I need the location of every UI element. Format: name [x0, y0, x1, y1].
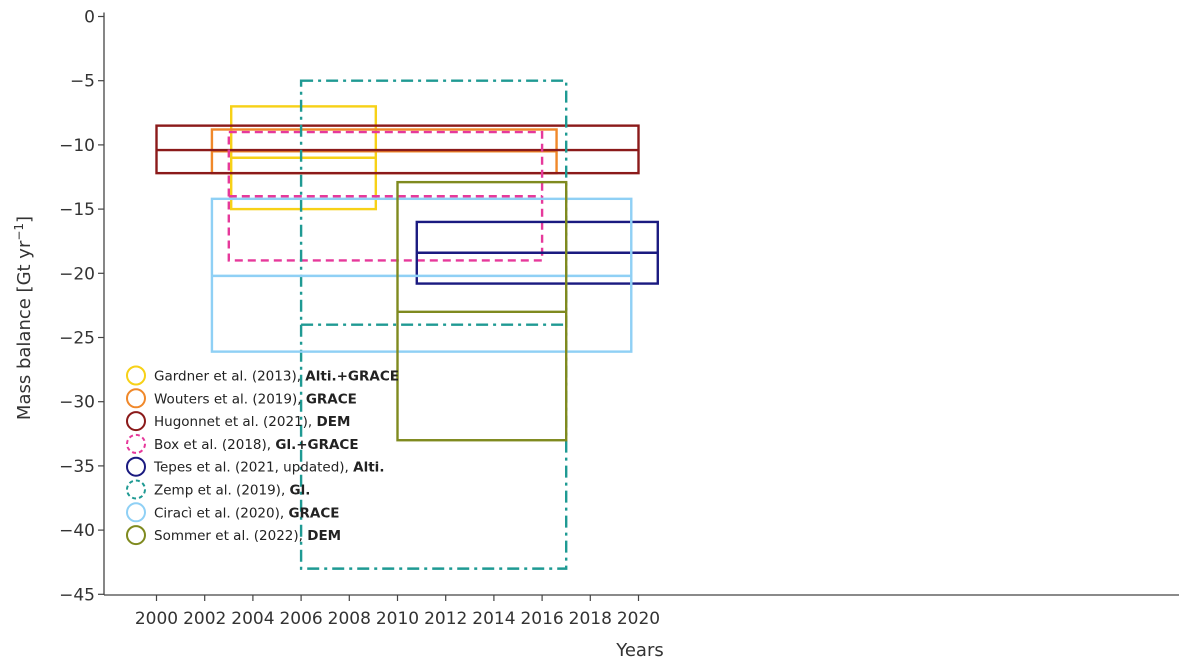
y-axis-title-main: Mass balance [Gt yr — [14, 240, 35, 420]
legend-label: Box et al. (2018), Gl.+GRACE — [154, 437, 359, 453]
legend-marker — [126, 525, 146, 546]
axes: 0 −5 −10 −15 −20 −25 −30 −35 −40 −45 2000 2002 2004… — [12, 8, 1179, 661]
x-tick-label: 2006 — [279, 609, 322, 629]
legend-marker — [126, 479, 146, 500]
legend: Gardner et al. (2013), Alti.+GRACE Wouter… — [126, 365, 399, 546]
y-tick-label: −10 — [59, 136, 95, 156]
series-box-7 — [210, 197, 633, 353]
legend-source: Sommer et al. (2022), — [154, 528, 307, 544]
x-tick-label: 2002 — [183, 609, 226, 629]
legend-label: Wouters et al. (2019), GRACE — [154, 391, 357, 407]
legend-source: Zemp et al. (2019), — [154, 483, 290, 499]
y-tick-label: −40 — [59, 521, 95, 541]
legend-entry: Gardner et al. (2013), Alti.+GRACE — [126, 365, 399, 386]
x-axis-title: Years — [615, 640, 664, 661]
legend-method: DEM — [307, 528, 341, 544]
x-tick-label: 2018 — [569, 609, 612, 629]
legend-method: DEM — [317, 414, 351, 430]
legend-method: Gl. — [290, 483, 311, 499]
series-box-8 — [396, 180, 568, 442]
legend-source: Hugonnet et al. (2021), — [154, 414, 317, 430]
legend-entry: Zemp et al. (2019), Gl. — [126, 479, 310, 500]
y-tick-label: −5 — [70, 72, 95, 92]
series-box-3 — [155, 124, 640, 175]
y-tick-label: −30 — [59, 393, 95, 413]
y-tick-label: −35 — [59, 457, 95, 477]
legend-label: Zemp et al. (2019), Gl. — [154, 483, 310, 499]
legend-entry: Hugonnet et al. (2021), DEM — [126, 411, 350, 432]
legend-marker — [126, 502, 146, 523]
series-box-2 — [210, 128, 558, 175]
legend-method: Gl.+GRACE — [275, 437, 358, 453]
legend-source: Ciracì et al. (2020), — [154, 505, 288, 521]
legend-marker — [126, 411, 146, 432]
legend-marker — [126, 388, 146, 409]
x-tick-label: 2008 — [328, 609, 371, 629]
x-tick-label: 2010 — [376, 609, 419, 629]
legend-label: Ciracì et al. (2020), GRACE — [154, 505, 340, 521]
legend-method: Alti.+GRACE — [305, 369, 399, 385]
y-axis-title-unit-exponent: −1 — [12, 223, 26, 241]
legend-entry: Ciracì et al. (2020), GRACE — [126, 502, 340, 523]
legend-label: Sommer et al. (2022), DEM — [154, 528, 341, 544]
legend-source: Gardner et al. (2013), — [154, 369, 305, 385]
y-axis-title: Mass balance [Gt yr−1] — [12, 216, 35, 420]
x-tick-label: 2004 — [231, 609, 274, 629]
legend-marker — [126, 456, 146, 477]
series-box-1 — [230, 105, 378, 211]
legend-marker — [126, 433, 146, 454]
y-tick-label: −20 — [59, 264, 95, 284]
series-box-4 — [227, 130, 544, 262]
plot-area — [155, 79, 659, 570]
legend-label: Gardner et al. (2013), Alti.+GRACE — [154, 369, 399, 385]
x-tick-label: 2016 — [520, 609, 563, 629]
legend-label: Tepes et al. (2021, updated), Alti. — [153, 460, 384, 476]
x-tick-label: 2012 — [424, 609, 467, 629]
legend-method: GRACE — [306, 391, 357, 407]
y-tick-label: −45 — [59, 585, 95, 605]
legend-entry: Tepes et al. (2021, updated), Alti. — [126, 456, 384, 477]
y-axis-ticks: 0 −5 −10 −15 −20 −25 −30 −35 −40 −45 — [59, 8, 104, 605]
x-axis-ticks: 2000 2002 2004 2006 2008 2010 2012 2014 2016 2018… — [135, 595, 660, 629]
y-tick-label: −15 — [59, 200, 95, 220]
legend-entry: Box et al. (2018), Gl.+GRACE — [126, 433, 359, 454]
legend-method: Alti. — [353, 460, 384, 476]
y-tick-label: −25 — [59, 329, 95, 349]
series-box-6 — [299, 79, 568, 570]
y-axis-title-suffix: ] — [14, 216, 35, 223]
y-tick-label: 0 — [84, 8, 95, 28]
legend-entry: Wouters et al. (2019), GRACE — [126, 388, 357, 409]
x-tick-label: 2020 — [617, 609, 660, 629]
legend-source: Wouters et al. (2019), — [154, 391, 306, 407]
x-tick-label: 2000 — [135, 609, 178, 629]
series-box-5 — [415, 220, 659, 285]
legend-marker — [126, 365, 146, 386]
legend-method: GRACE — [288, 505, 339, 521]
legend-source: Box et al. (2018), — [154, 437, 275, 453]
x-tick-label: 2014 — [472, 609, 515, 629]
legend-entry: Sommer et al. (2022), DEM — [126, 525, 341, 546]
legend-source: Tepes et al. (2021, updated), — [153, 460, 353, 476]
legend-label: Hugonnet et al. (2021), DEM — [154, 414, 350, 430]
